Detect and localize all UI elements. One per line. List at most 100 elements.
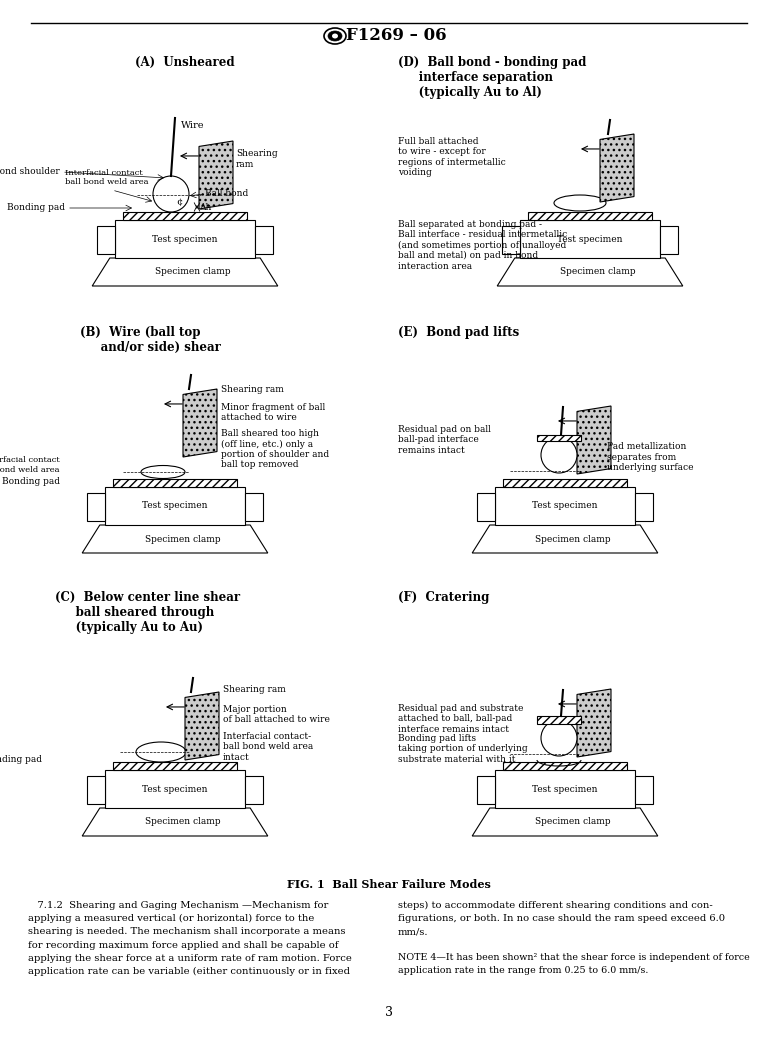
Text: Shearing ram: Shearing ram	[221, 384, 284, 393]
Text: Shearing ram: Shearing ram	[223, 686, 286, 694]
Text: shearing is needed. The mechanism shall incorporate a means: shearing is needed. The mechanism shall …	[28, 928, 345, 937]
Polygon shape	[82, 808, 268, 836]
Text: (F)  Cratering: (F) Cratering	[398, 591, 489, 604]
Text: application rate can be variable (either continuously or in fixed: application rate can be variable (either…	[28, 967, 350, 976]
Text: figurations, or both. In no case should the ram speed exceed 6.0: figurations, or both. In no case should …	[398, 914, 725, 923]
Bar	[495, 770, 635, 808]
Bar	[245, 776, 263, 804]
Ellipse shape	[332, 33, 338, 39]
Polygon shape	[183, 389, 217, 457]
Text: Test specimen: Test specimen	[142, 785, 208, 793]
Text: Bonding pad: Bonding pad	[2, 477, 60, 486]
Bar	[660, 226, 678, 254]
Text: Bonding pad lifts
taking portion of underlying
substrate material with it: Bonding pad lifts taking portion of unde…	[398, 734, 527, 764]
Text: Ball sheared too high
(off line, etc.) only a
portion of shoulder and
ball top r: Ball sheared too high (off line, etc.) o…	[221, 429, 329, 469]
Ellipse shape	[136, 742, 186, 762]
Text: Specimen clamp: Specimen clamp	[560, 268, 636, 277]
Text: Δh: Δh	[200, 203, 212, 211]
Text: NOTE 4—It has been shown² that the shear force is independent of force: NOTE 4—It has been shown² that the shear…	[398, 953, 750, 962]
Bar	[503, 762, 626, 770]
Text: (E)  Bond pad lifts: (E) Bond pad lifts	[398, 326, 519, 339]
Circle shape	[153, 176, 189, 212]
Bar	[87, 776, 105, 804]
Text: Test specimen: Test specimen	[152, 234, 218, 244]
Ellipse shape	[554, 195, 606, 211]
Text: Test specimen: Test specimen	[532, 785, 598, 793]
Text: Minor fragment of ball
attached to wire: Minor fragment of ball attached to wire	[221, 403, 325, 423]
Bar	[495, 487, 635, 525]
Text: Full ball attached
to wire - except for
regions of intermetallic
voiding: Full ball attached to wire - except for …	[398, 137, 506, 177]
Bar	[520, 220, 660, 258]
Text: (B)  Wire (ball top
     and/or side) shear: (B) Wire (ball top and/or side) shear	[80, 326, 221, 354]
Text: FIG. 1  Ball Shear Failure Modes: FIG. 1 Ball Shear Failure Modes	[287, 879, 491, 890]
Text: Residual pad on ball
ball-pad interface
remains intact: Residual pad on ball ball-pad interface …	[398, 425, 491, 455]
Ellipse shape	[141, 465, 185, 479]
Bar	[105, 487, 245, 525]
Bar	[635, 776, 653, 804]
Text: Interfacial contact-
ball bond weld area
intact: Interfacial contact- ball bond weld area…	[223, 732, 314, 762]
Text: Interfacial contact
ball bond weld area: Interfacial contact ball bond weld area	[65, 169, 149, 186]
Text: 3: 3	[385, 1006, 393, 1019]
Text: (D)  Ball bond - bonding pad
     interface separation
     (typically Au to Al): (D) Ball bond - bonding pad interface se…	[398, 56, 587, 99]
Bar	[528, 212, 652, 220]
Bar	[503, 479, 626, 487]
Text: for recording maximum force applied and shall be capable of: for recording maximum force applied and …	[28, 941, 338, 949]
Polygon shape	[472, 525, 658, 553]
Polygon shape	[497, 258, 683, 286]
Polygon shape	[199, 141, 233, 209]
Bar	[635, 493, 653, 520]
Text: applying a measured vertical (or horizontal) force to the: applying a measured vertical (or horizon…	[28, 914, 314, 923]
Ellipse shape	[324, 28, 346, 44]
Text: Interfacial contact
ball bond weld area: Interfacial contact ball bond weld area	[0, 456, 60, 474]
Text: applying the shear force at a uniform rate of ram motion. Force: applying the shear force at a uniform ra…	[28, 954, 352, 963]
Bar	[115, 220, 255, 258]
Text: steps) to accommodate different shearing conditions and con-: steps) to accommodate different shearing…	[398, 902, 713, 910]
Bar	[114, 479, 237, 487]
Text: Bonding pad: Bonding pad	[7, 203, 65, 212]
Text: Specimen clamp: Specimen clamp	[145, 534, 221, 543]
Text: Residual pad and substrate
attached to ball, ball-pad
interface remains intact: Residual pad and substrate attached to b…	[398, 704, 524, 734]
Text: Specimen clamp: Specimen clamp	[535, 534, 611, 543]
Bar	[537, 716, 581, 723]
Text: Test specimen: Test specimen	[557, 234, 622, 244]
Bar	[87, 493, 105, 520]
Text: Specimen clamp: Specimen clamp	[535, 817, 611, 827]
Bar	[477, 776, 495, 804]
Polygon shape	[577, 689, 611, 757]
Text: Shearing
ram: Shearing ram	[236, 149, 278, 169]
Text: Pad metallization
separates from
underlying surface: Pad metallization separates from underly…	[607, 442, 693, 472]
Polygon shape	[600, 134, 634, 202]
Bar	[97, 226, 115, 254]
Text: Wire: Wire	[181, 121, 205, 130]
Polygon shape	[185, 692, 219, 760]
Bar	[477, 493, 495, 520]
Bar	[502, 226, 520, 254]
Text: mm/s.: mm/s.	[398, 928, 429, 937]
Text: 7.1.2  Shearing and Gaging Mechanism —Mechanism for: 7.1.2 Shearing and Gaging Mechanism —Mec…	[28, 902, 328, 910]
Text: Ball bond: Ball bond	[205, 189, 248, 199]
Polygon shape	[577, 406, 611, 474]
Text: Test specimen: Test specimen	[142, 502, 208, 510]
Polygon shape	[82, 525, 268, 553]
Text: Bond shoulder: Bond shoulder	[0, 168, 60, 177]
Text: Specimen clamp: Specimen clamp	[145, 817, 221, 827]
Polygon shape	[93, 258, 278, 286]
Bar	[124, 212, 247, 220]
Bar	[105, 770, 245, 808]
Text: ¢: ¢	[176, 198, 182, 207]
Text: (C)  Below center line shear
     ball sheared through
     (typically Au to Au): (C) Below center line shear ball sheared…	[55, 591, 240, 634]
Bar	[245, 493, 263, 520]
Text: (A)  Unsheared: (A) Unsheared	[135, 56, 235, 69]
Circle shape	[541, 720, 577, 756]
Text: Test specimen: Test specimen	[532, 502, 598, 510]
Ellipse shape	[328, 31, 342, 41]
Bar	[114, 762, 237, 770]
Text: Bonding pad: Bonding pad	[0, 756, 42, 764]
Text: Ball separated at bonding pad -
Ball interface - residual intermetallic
(and som: Ball separated at bonding pad - Ball int…	[398, 220, 567, 271]
Bar	[255, 226, 273, 254]
Polygon shape	[472, 808, 658, 836]
Bar	[537, 435, 581, 441]
Circle shape	[541, 437, 577, 473]
Text: F1269 – 06: F1269 – 06	[346, 27, 447, 45]
Text: application rate in the range from 0.25 to 6.0 mm/s.: application rate in the range from 0.25 …	[398, 966, 648, 975]
